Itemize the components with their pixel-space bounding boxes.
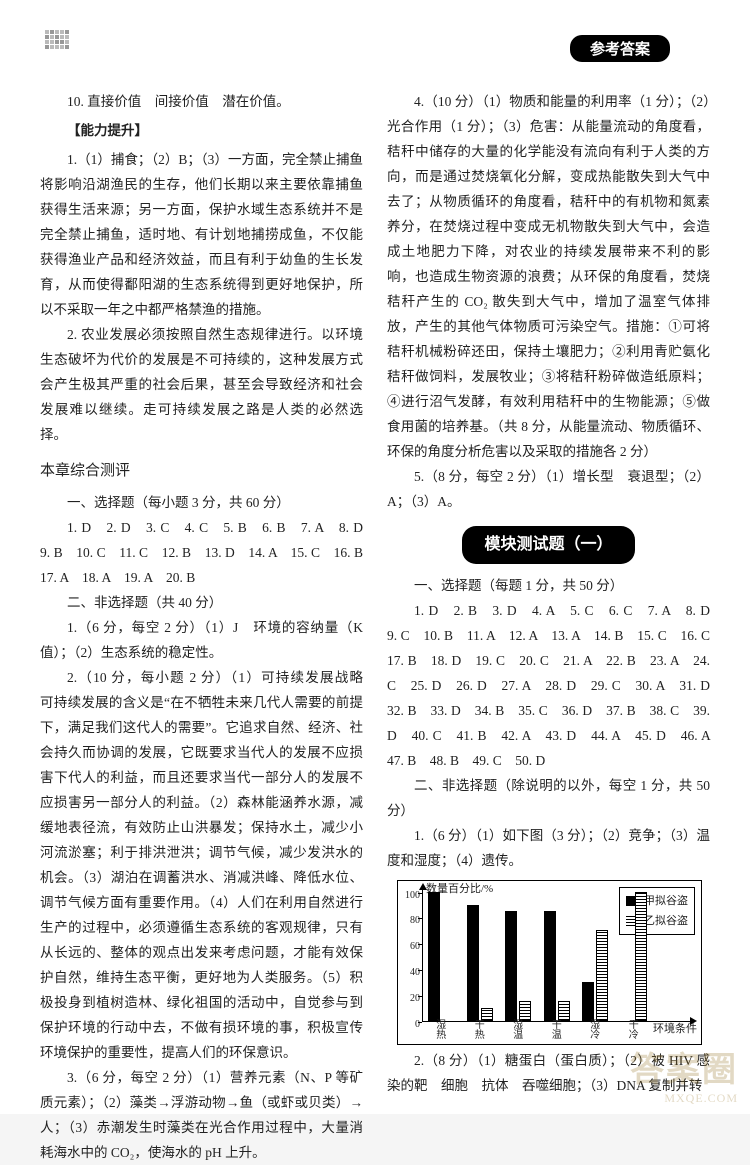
bar-series1 [544, 911, 556, 1021]
bar-series2 [481, 1008, 493, 1021]
module-test-badge: 模块测试题（一） [462, 526, 634, 564]
y-tick-label: 0 [400, 1016, 420, 1035]
y-tick-label: 40 [400, 964, 420, 983]
bar-chart: 数量百分比/% 甲拟谷盗 乙拟谷盗 环境条件 020406080100湿热干热湿… [397, 880, 702, 1045]
y-tick-label: 80 [400, 912, 420, 931]
left-column: 10. 直接价值 间接价值 潜在价值。 【能力提升】 1.（1）捕食；（2）B；… [40, 90, 363, 1165]
right-column: 4.（10 分）（1）物质和能量的利用率（1 分）；（2）光合作用（1 分）；（… [387, 90, 710, 1165]
nonmcq-q2: 2.（10 分，每小题 2 分）（1）可持续发展战略 可持续发展的含义是“在不牺… [40, 666, 363, 1066]
mcq-answers: 1. D 2. D 3. C 4. C 5. B 6. B 7. A 8. D … [40, 516, 363, 591]
y-tick [418, 970, 422, 971]
answer-key-badge: 参考答案 [570, 35, 670, 62]
x-tick-label: 湿温 [506, 1021, 530, 1042]
nonmcq-q3: 3.（6 分，每空 2 分）（1）营养元素（N、P 等矿质元素）；（2）藻类→浮… [40, 1066, 363, 1165]
nonmcq-q5: 5.（8 分，每空 2 分）（1）增长型 衰退型；（2）A；（3）A。 [387, 465, 710, 515]
item-10: 10. 直接价值 间接价值 潜在价值。 [40, 90, 363, 115]
module-mcq-answers: 1. D 2. B 3. D 4. A 5. C 6. C 7. A 8. D … [387, 599, 710, 774]
bar-series2 [558, 1001, 570, 1020]
y-axis [422, 887, 423, 1022]
y-tick-label: 20 [400, 990, 420, 1009]
module-q1: 1.（6 分）（1）如下图（3 分）；（2）竞争；（3）温度和湿度；（4）遗传。 [387, 824, 710, 874]
x-tick-label: 干温 [545, 1021, 569, 1042]
legend-label-1: 甲拟谷盗 [644, 891, 688, 911]
bar-series2 [596, 930, 608, 1020]
module-q2: 2.（8 分）（1）糖蛋白（蛋白质）；（2）被 HIV 感染的靶 细胞 抗体 吞… [387, 1049, 710, 1099]
x-tick-label: 干热 [468, 1021, 492, 1042]
nonmcq-q1: 1.（6 分，每空 2 分）（1）J 环境的容纳量（K 值）；（2）生态系统的稳… [40, 616, 363, 666]
chapter-test-title: 本章综合测评 [40, 458, 363, 486]
y-tick [418, 1022, 422, 1023]
module-nonmcq-heading: 二、非选择题（除说明的以外，每空 1 分，共 50 分） [387, 774, 710, 824]
x-axis-title: 环境条件 [653, 1019, 697, 1039]
x-tick-label: 湿冷 [583, 1021, 607, 1042]
bar-series1 [428, 892, 440, 1021]
nonmcq-q4: 4.（10 分）（1）物质和能量的利用率（1 分）；（2）光合作用（1 分）；（… [387, 90, 710, 465]
page-header: 参考答案 [0, 20, 750, 75]
y-tick [418, 996, 422, 997]
chart-legend: 甲拟谷盗 乙拟谷盗 [619, 887, 695, 936]
x-tick-label: 干冷 [622, 1021, 646, 1042]
ability-q2: 2. 农业发展必须按照自然生态规律进行。以环境生态破坏为代价的发展是不可持续的，… [40, 323, 363, 448]
legend-label-2: 乙拟谷盗 [644, 911, 688, 931]
bar-series1 [505, 911, 517, 1021]
mcq-heading: 一、选择题（每小题 3 分，共 60 分） [40, 491, 363, 516]
ability-heading: 【能力提升】 [40, 119, 363, 144]
header-decor [45, 30, 105, 70]
ability-q1: 1.（1）捕食；（2）B；（3）一方面，完全禁止捕鱼将影响沿湖渔民的生存，他们长… [40, 148, 363, 323]
content-columns: 10. 直接价值 间接价值 潜在价值。 【能力提升】 1.（1）捕食；（2）B；… [40, 90, 710, 1165]
module-badge-wrap: 模块测试题（一） [387, 514, 710, 574]
y-axis-arrow [419, 883, 427, 890]
x-tick-label: 湿热 [429, 1021, 453, 1042]
page: 参考答案 10. 直接价值 间接价值 潜在价值。 【能力提升】 1.（1）捕食；… [0, 0, 750, 1114]
y-tick [418, 944, 422, 945]
bar-series2 [635, 892, 647, 1021]
y-tick-label: 100 [400, 887, 420, 906]
nonmcq-heading: 二、非选择题（共 40 分） [40, 591, 363, 616]
y-tick-label: 60 [400, 938, 420, 957]
y-tick [418, 918, 422, 919]
bar-series2 [519, 1001, 531, 1020]
bar-series1 [467, 905, 479, 1021]
y-tick [418, 893, 422, 894]
module-mcq-heading: 一、选择题（每题 1 分，共 50 分） [387, 574, 710, 599]
bar-series1 [582, 982, 594, 1021]
